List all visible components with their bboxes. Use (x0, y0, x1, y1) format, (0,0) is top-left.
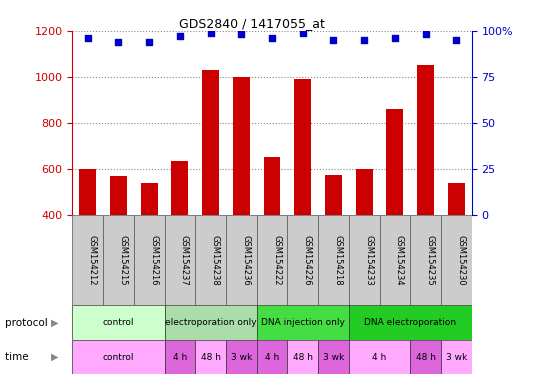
Bar (165, 340, 195, 374)
Point (360, 37, 368, 43)
Point (237, 31, 245, 38)
Bar (141, 183, 158, 215)
Bar (226, 340, 257, 374)
Text: protocol: protocol (5, 318, 51, 328)
Text: GSM154233: GSM154233 (364, 235, 373, 286)
Text: 3 wk: 3 wk (230, 353, 252, 362)
Bar (202, 70, 219, 215)
Text: GSM154234: GSM154234 (395, 235, 404, 285)
Bar (103, 215, 134, 305)
Bar (325, 175, 342, 215)
Bar (264, 157, 280, 215)
Point (329, 37, 338, 43)
Text: GSM154236: GSM154236 (241, 235, 250, 286)
Point (267, 35, 277, 41)
Text: GSM154222: GSM154222 (272, 235, 281, 285)
Bar (172, 161, 188, 215)
Bar (72, 340, 165, 374)
Text: DNA injection only: DNA injection only (261, 318, 345, 327)
Bar (287, 215, 318, 305)
Point (421, 31, 430, 38)
Point (452, 37, 460, 43)
Text: GSM154212: GSM154212 (88, 235, 96, 285)
Text: DNA electroporation: DNA electroporation (364, 318, 456, 327)
Text: ▶: ▶ (51, 318, 58, 328)
Bar (318, 215, 349, 305)
Point (84, 35, 92, 41)
Bar (356, 169, 373, 215)
Bar (379, 215, 410, 305)
Bar (410, 215, 441, 305)
Point (391, 35, 399, 41)
Text: electroporation only: electroporation only (165, 318, 256, 327)
Bar (386, 109, 403, 215)
Text: 4 h: 4 h (265, 353, 279, 362)
Bar (195, 340, 226, 374)
Text: 48 h: 48 h (293, 353, 312, 362)
Bar (349, 305, 472, 340)
Text: GSM154230: GSM154230 (456, 235, 465, 285)
Point (145, 39, 153, 45)
Text: GSM154237: GSM154237 (180, 235, 189, 286)
Bar (72, 215, 103, 305)
Point (299, 30, 307, 36)
Title: GDS2840 / 1417055_at: GDS2840 / 1417055_at (179, 17, 325, 30)
Text: 48 h: 48 h (415, 353, 436, 362)
Bar (257, 215, 287, 305)
Text: GSM154215: GSM154215 (118, 235, 128, 285)
Text: 4 h: 4 h (373, 353, 386, 362)
Bar (79, 169, 96, 215)
Text: GSM154216: GSM154216 (149, 235, 158, 285)
Text: 4 h: 4 h (173, 353, 187, 362)
Bar (417, 65, 434, 215)
Text: GSM154218: GSM154218 (333, 235, 343, 285)
Bar (287, 340, 318, 374)
Bar (72, 305, 165, 340)
Text: control: control (103, 318, 134, 327)
Bar (110, 176, 127, 215)
Bar (257, 340, 287, 374)
Text: GSM154238: GSM154238 (211, 235, 220, 286)
Bar (294, 79, 311, 215)
Bar (318, 340, 349, 374)
Text: control: control (103, 353, 134, 362)
Point (176, 33, 184, 39)
Bar (448, 183, 465, 215)
Bar (195, 215, 226, 305)
Bar (165, 305, 257, 340)
Bar (233, 77, 250, 215)
Bar (349, 215, 379, 305)
Bar (349, 340, 410, 374)
Text: 48 h: 48 h (200, 353, 221, 362)
Bar (134, 215, 165, 305)
Bar (441, 215, 472, 305)
Bar (165, 215, 195, 305)
Bar (257, 305, 349, 340)
Bar (410, 340, 441, 374)
Text: ▶: ▶ (51, 352, 58, 362)
Text: GSM154235: GSM154235 (426, 235, 435, 285)
Text: GSM154226: GSM154226 (303, 235, 312, 285)
Bar (226, 215, 257, 305)
Text: 3 wk: 3 wk (446, 353, 467, 362)
Text: 3 wk: 3 wk (323, 353, 344, 362)
Point (114, 39, 123, 45)
Point (206, 30, 215, 36)
Bar (441, 340, 472, 374)
Text: time: time (5, 352, 32, 362)
